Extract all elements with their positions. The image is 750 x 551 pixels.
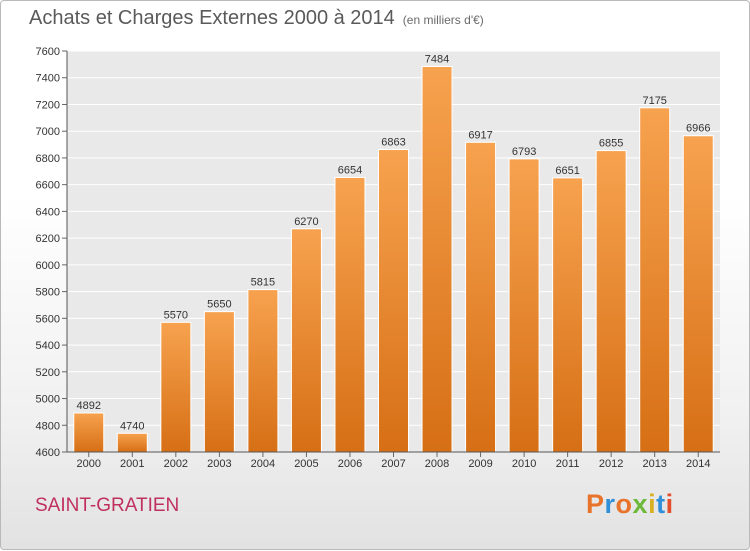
place-name: SAINT-GRATIEN <box>35 495 180 516</box>
y-tick-label: 7400 <box>36 73 60 85</box>
data-label-2006: 6654 <box>338 164 362 176</box>
bar-2010 <box>508 158 540 453</box>
bar-2006 <box>334 176 366 453</box>
data-label-2014: 6966 <box>686 123 710 135</box>
y-tick-label: 5200 <box>36 367 60 379</box>
logo-letter: P <box>586 489 605 519</box>
data-label-2001: 4740 <box>120 420 144 432</box>
logo-letter: r <box>604 489 616 519</box>
x-tick-label-2006: 2006 <box>338 458 362 470</box>
x-tick-label-2002: 2002 <box>164 458 188 470</box>
x-tick-label-2010: 2010 <box>512 458 536 470</box>
bar-2009 <box>465 141 497 453</box>
y-tick-label: 5000 <box>36 394 60 406</box>
bar-2004 <box>247 289 279 453</box>
data-label-2007: 6863 <box>381 137 405 149</box>
bar-2001 <box>116 432 148 453</box>
y-tick-label: 6000 <box>36 260 60 272</box>
y-tick-label: 6200 <box>36 233 60 245</box>
logo-letter: o <box>615 489 633 519</box>
y-tick-label: 5800 <box>36 287 60 299</box>
x-tick-label-2009: 2009 <box>468 458 492 470</box>
bar-2002 <box>160 321 192 453</box>
bar-2012 <box>595 150 627 453</box>
x-tick-label-2013: 2013 <box>642 458 666 470</box>
y-tick-label: 6800 <box>36 153 60 165</box>
data-label-2005: 6270 <box>294 216 318 228</box>
x-tick-label-2012: 2012 <box>599 458 623 470</box>
bar-2005 <box>290 228 322 453</box>
x-tick-label-2005: 2005 <box>294 458 318 470</box>
y-tick-label: 7200 <box>36 99 60 111</box>
data-label-2011: 6651 <box>555 165 579 177</box>
bar-2003 <box>203 311 235 453</box>
y-tick-label: 5400 <box>36 340 60 352</box>
chart-subtitle: (en milliers d'€) <box>402 13 484 27</box>
data-label-2000: 4892 <box>77 400 101 412</box>
y-tick-label: 5600 <box>36 313 60 325</box>
x-tick-label-2007: 2007 <box>381 458 405 470</box>
bar-2014 <box>682 135 714 453</box>
x-tick-label-2008: 2008 <box>425 458 449 470</box>
data-label-2002: 5570 <box>164 309 188 321</box>
data-label-2009: 6917 <box>468 129 492 141</box>
chart-title-text: Achats et Charges Externes 2000 à 2014 <box>29 7 395 29</box>
data-label-2012: 6855 <box>599 138 623 150</box>
logo-letter: i <box>648 489 657 519</box>
data-label-2003: 5650 <box>207 299 231 311</box>
x-tick-label-2000: 2000 <box>77 458 101 470</box>
bar-2008 <box>421 66 453 453</box>
bar-2013 <box>639 107 671 453</box>
y-tick-label: 4600 <box>36 447 60 459</box>
logo-letter: i <box>665 489 674 519</box>
y-tick-label: 7600 <box>36 46 60 58</box>
x-tick-label-2004: 2004 <box>251 458 275 470</box>
data-label-2004: 5815 <box>251 277 275 289</box>
logo-letter: t <box>656 489 666 519</box>
x-tick-label-2014: 2014 <box>686 458 710 470</box>
data-label-2010: 6793 <box>512 146 536 158</box>
logo-letter: x <box>632 489 649 519</box>
bar-2007 <box>378 149 409 453</box>
x-tick-label-2001: 2001 <box>120 458 144 470</box>
y-tick-label: 6600 <box>36 180 60 192</box>
x-tick-label-2011: 2011 <box>556 458 580 470</box>
bar-2011 <box>552 177 584 453</box>
data-label-2008: 7484 <box>425 54 449 66</box>
data-label-2013: 7175 <box>642 95 666 107</box>
y-tick-label: 4800 <box>36 420 60 432</box>
y-tick-label: 6400 <box>36 206 60 218</box>
proxiti-logo: Proxiti <box>586 489 674 520</box>
bar-2000 <box>73 412 105 453</box>
x-tick-label-2003: 2003 <box>207 458 231 470</box>
y-tick-label: 7000 <box>36 126 60 138</box>
chart-title: Achats et Charges Externes 2000 à 2014 (e… <box>29 7 484 30</box>
